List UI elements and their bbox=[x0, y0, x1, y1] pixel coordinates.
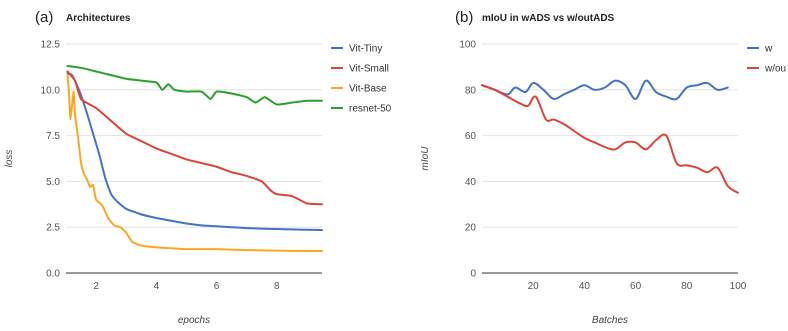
series-line-w-ou bbox=[481, 84, 739, 194]
y-tick-label: 100 bbox=[459, 40, 476, 51]
x-tick-label: 80 bbox=[681, 281, 693, 292]
x-axis-label: Batches bbox=[592, 315, 628, 326]
y-tick-label: 0 bbox=[470, 269, 476, 280]
x-axis-label: epochs bbox=[178, 315, 210, 326]
y-tick-label: 10.0 bbox=[41, 85, 61, 96]
series-line-w bbox=[481, 79, 729, 101]
y-tick-label: 40 bbox=[465, 177, 477, 188]
chart-panel-b: (b) mIoU in wADS vs w/outADS 0 20 40 60 80 100 2… bbox=[420, 9, 786, 326]
x-tick-label: 100 bbox=[730, 281, 747, 292]
y-tick-label: 60 bbox=[465, 131, 477, 142]
series-line-vit-small bbox=[66, 70, 323, 206]
chart-title: mIoU in wADS vs w/outADS bbox=[482, 13, 615, 24]
legend-label: Vit-Small bbox=[349, 64, 389, 75]
y-axis-label: loss bbox=[4, 150, 15, 168]
x-tick-label: 20 bbox=[528, 281, 540, 292]
y-axis-label: mIoU bbox=[420, 146, 431, 171]
legend-label: w bbox=[764, 44, 773, 55]
x-tick-label: 4 bbox=[154, 281, 160, 292]
y-tick-label: 20 bbox=[465, 223, 477, 234]
y-tick-label: 7.5 bbox=[46, 131, 60, 142]
y-tick-label: 80 bbox=[465, 85, 477, 96]
chart-title: Architectures bbox=[66, 13, 131, 24]
y-tick-label: 12.5 bbox=[41, 40, 61, 51]
chart-panel-a: (a) Architectures 0.0 2.5 5.0 7.5 10.0 12.5 2 4 6 8… bbox=[4, 9, 392, 326]
legend-label: w/ou bbox=[764, 64, 786, 75]
x-tick-label: 8 bbox=[274, 281, 280, 292]
x-tick-label: 40 bbox=[579, 281, 591, 292]
x-tick-label: 6 bbox=[214, 281, 220, 292]
legend-label: Vit-Tiny bbox=[349, 44, 382, 55]
x-tick-label: 60 bbox=[630, 281, 642, 292]
legend-label: resnet-50 bbox=[349, 104, 392, 115]
series-line-vit-base bbox=[66, 74, 323, 253]
series-line-vit-tiny bbox=[66, 72, 323, 231]
legend-label: Vit-Base bbox=[349, 84, 387, 95]
y-tick-label: 5.0 bbox=[46, 177, 60, 188]
series-line-resnet-50 bbox=[66, 64, 323, 106]
x-tick-label: 2 bbox=[93, 281, 99, 292]
y-tick-label: 2.5 bbox=[46, 223, 60, 234]
panel-label: (a) bbox=[35, 9, 53, 26]
panel-label: (b) bbox=[455, 9, 473, 26]
y-tick-label: 0.0 bbox=[46, 269, 60, 280]
